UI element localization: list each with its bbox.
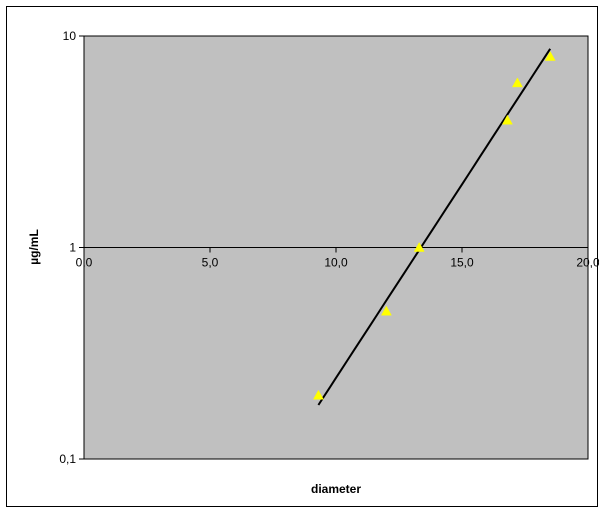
chart-svg: 0,0 5,0 10,0 15,0 20,0 0,1 1 10 diameter µg/mL [27,29,599,496]
data-point-marker [511,77,523,88]
x-tick-label: 10,0 [324,256,348,270]
chart-area: 0,0 5,0 10,0 15,0 20,0 0,1 1 10 diameter µg/mL [6,6,599,507]
x-tick-label: 20,0 [576,256,599,270]
y-tick-label: 1 [69,241,76,255]
x-axis-title: diameter [311,482,361,496]
x-tick-label: 0,0 [76,256,93,270]
x-tick-label: 5,0 [202,256,219,270]
trendline-layer [317,48,552,406]
x-axis-ticks: 0,0 5,0 10,0 15,0 20,0 [76,247,599,270]
data-point-marker [380,305,392,316]
data-point-marker [413,241,425,252]
markers-layer [312,50,556,400]
y-tick-label: 10 [63,29,77,43]
y-axis-title: µg/mL [27,229,41,265]
data-point-marker [501,114,513,125]
y-tick-label: 0,1 [59,452,76,466]
data-point-marker [544,50,556,61]
data-point-marker [312,389,324,400]
y-axis-ticks: 0,1 1 10 [59,29,84,466]
trendline [317,48,552,406]
x-tick-label: 15,0 [450,256,474,270]
